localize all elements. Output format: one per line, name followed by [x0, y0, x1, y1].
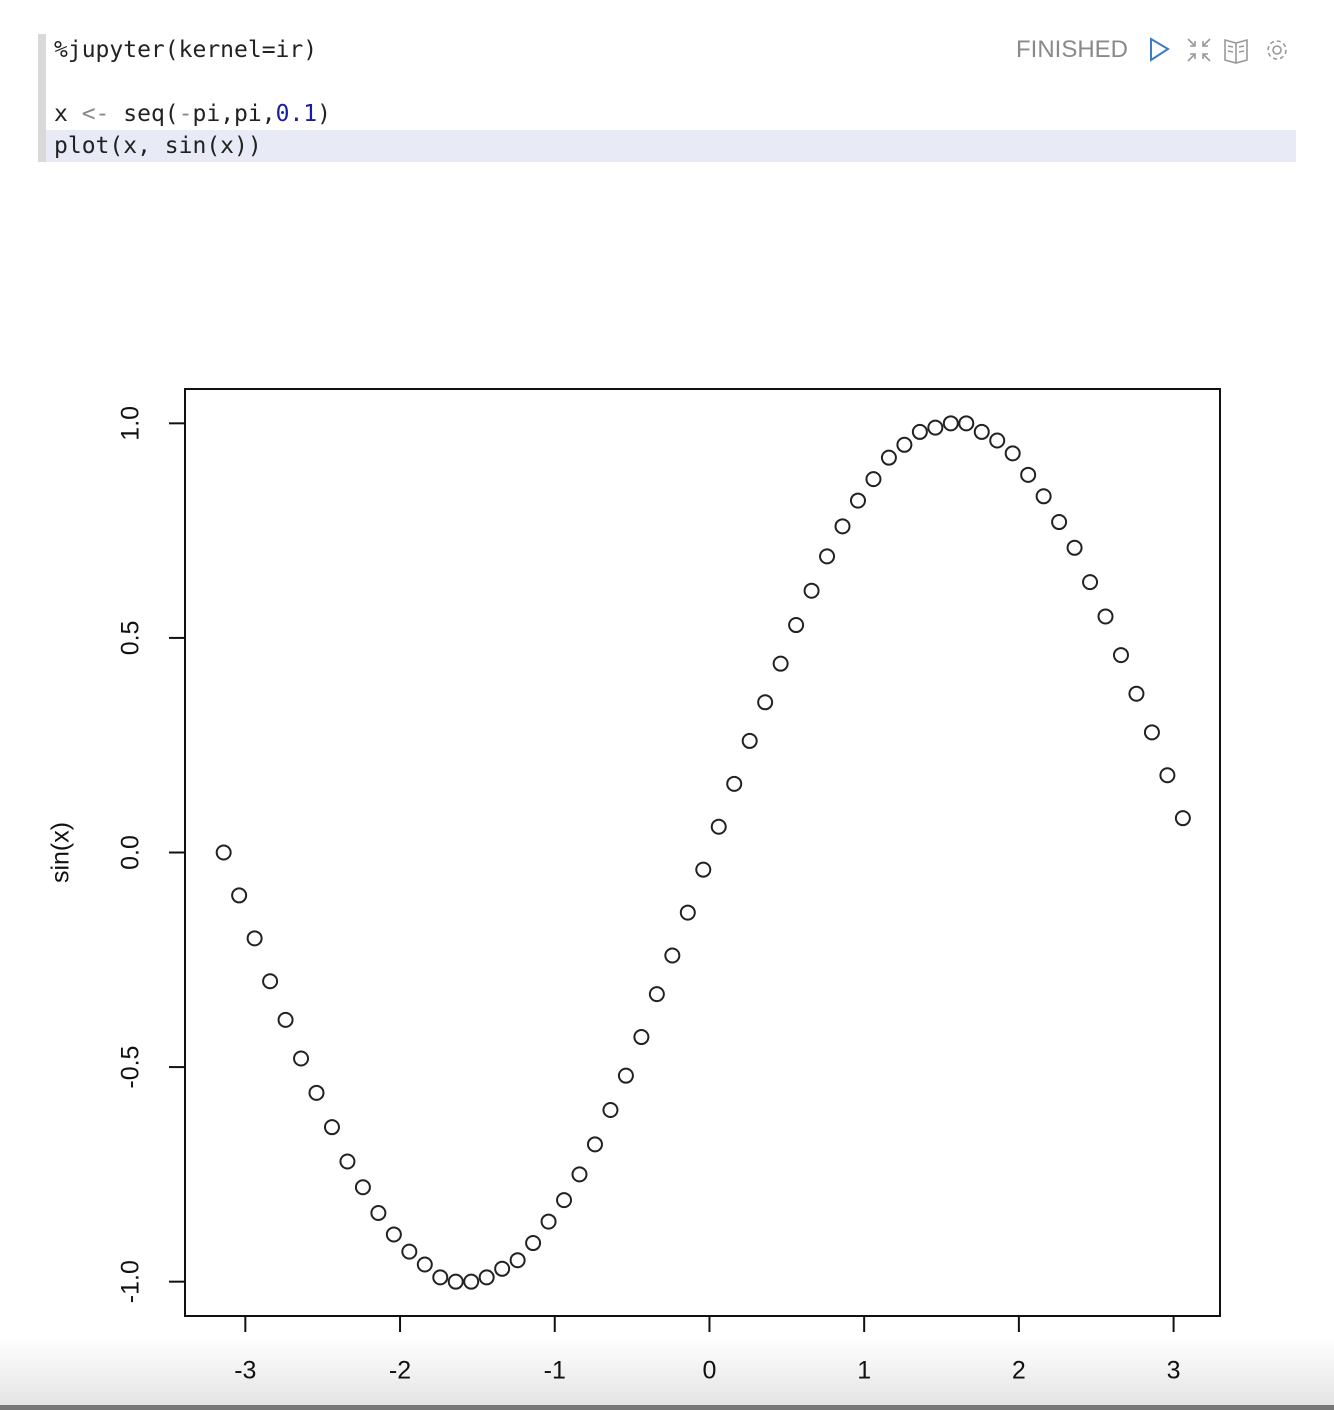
run-button[interactable]	[1150, 37, 1170, 62]
point	[1097, 608, 1114, 625]
code-token: <-	[81, 101, 110, 127]
point	[1020, 466, 1037, 483]
point	[726, 775, 743, 792]
point	[1066, 539, 1083, 556]
run-status: FINISHED	[1016, 36, 1129, 63]
paragraph-controls	[1150, 37, 1287, 64]
x-tick-label: -2	[389, 1357, 411, 1385]
point	[215, 844, 232, 861]
point	[262, 973, 279, 990]
point	[293, 1050, 310, 1067]
point	[1112, 647, 1129, 664]
point	[896, 436, 913, 453]
point	[911, 423, 928, 440]
point	[942, 415, 959, 432]
point	[586, 1136, 603, 1153]
point	[463, 1273, 480, 1290]
point	[927, 419, 944, 436]
point	[664, 947, 681, 964]
point	[602, 1102, 619, 1118]
y-axis-label: sin(x)	[47, 822, 75, 883]
point	[880, 449, 897, 466]
point	[710, 818, 727, 835]
point	[757, 694, 774, 711]
code-token: seq(	[109, 101, 179, 127]
point	[416, 1256, 433, 1273]
point	[989, 432, 1006, 449]
point	[695, 861, 712, 878]
x-tick-label: 2	[1012, 1357, 1026, 1385]
book-button[interactable]	[1224, 38, 1248, 64]
settings-button[interactable]	[1267, 40, 1287, 60]
code-token: 0.1	[275, 101, 318, 127]
point	[788, 617, 805, 634]
point	[819, 548, 836, 565]
point	[803, 582, 820, 599]
point	[370, 1205, 387, 1221]
point	[617, 1067, 634, 1084]
point	[509, 1252, 526, 1269]
point	[354, 1179, 371, 1196]
point	[973, 423, 990, 440]
point	[308, 1084, 325, 1101]
point	[772, 655, 789, 672]
window-bottom	[0, 1338, 1334, 1410]
y-tick-label: -0.5	[117, 1046, 145, 1089]
point	[556, 1192, 573, 1209]
point	[478, 1269, 495, 1286]
point	[1143, 724, 1160, 741]
point	[865, 471, 882, 488]
code-token: %jupyter(kernel=ir)	[54, 37, 318, 63]
point	[958, 415, 975, 432]
code-token: pi,pi,	[192, 101, 276, 127]
point	[741, 732, 758, 749]
plot-frame	[184, 388, 1221, 1317]
point	[633, 1029, 650, 1046]
y-tick-label: -1.0	[117, 1260, 145, 1303]
y-tick-label: 1.0	[117, 406, 145, 441]
code-line: plot(x, sin(x))	[46, 130, 1296, 162]
code-token: -	[178, 101, 193, 127]
y-tick-label: 0.0	[117, 835, 145, 870]
point	[339, 1153, 356, 1170]
point	[323, 1119, 340, 1136]
code-line: %jupyter(kernel=ir)	[54, 34, 1296, 66]
code-token: plot(x, sin(x))	[54, 133, 262, 159]
code-editor[interactable]: %jupyter(kernel=ir) x <- seq(-pi,pi,0.1)…	[38, 34, 1296, 162]
point	[385, 1226, 402, 1243]
x-tick-label: -3	[234, 1357, 256, 1385]
point	[679, 904, 696, 921]
point	[1051, 514, 1068, 531]
x-tick-label: 3	[1167, 1357, 1181, 1385]
point	[401, 1243, 418, 1260]
point	[1004, 445, 1021, 462]
point	[571, 1166, 588, 1183]
point	[1159, 767, 1176, 784]
point	[1035, 488, 1052, 505]
point	[277, 1011, 294, 1028]
point	[834, 518, 851, 535]
code-token: x	[54, 101, 82, 127]
y-tick-label: 0.5	[117, 621, 145, 656]
x-tick-label: 0	[703, 1357, 717, 1385]
point	[447, 1273, 464, 1290]
point	[1128, 685, 1145, 702]
x-tick-label: 1	[857, 1357, 871, 1385]
point	[432, 1269, 449, 1286]
point	[494, 1260, 511, 1277]
point	[1174, 810, 1191, 827]
code-token: )	[317, 101, 332, 127]
point	[849, 492, 866, 509]
point	[231, 887, 248, 904]
code-line: x <- seq(-pi,pi,0.1)	[54, 98, 1296, 130]
point	[540, 1213, 557, 1230]
point	[246, 930, 263, 947]
point	[525, 1235, 542, 1252]
point	[648, 986, 665, 1003]
point	[1082, 574, 1099, 591]
x-tick-label: -1	[544, 1357, 566, 1385]
collapse-button[interactable]	[1187, 38, 1211, 62]
